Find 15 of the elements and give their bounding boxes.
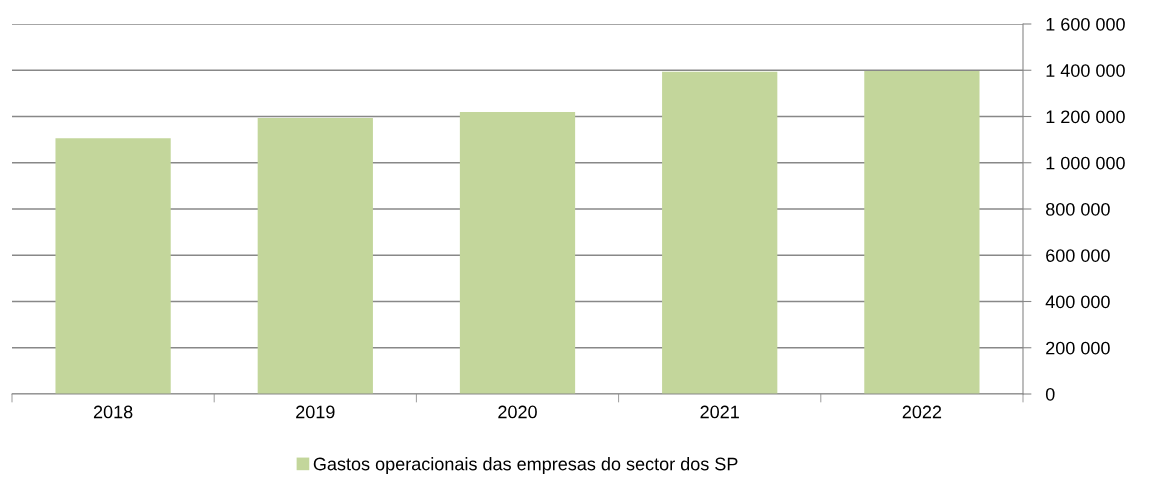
y-tick-label: 1 200 000: [1046, 110, 1125, 124]
y-tick-label: 1 000 000: [1046, 156, 1125, 170]
x-tick-label: 2019: [296, 405, 335, 419]
y-tick-label: 1 400 000: [1046, 64, 1125, 77]
y-tick-label: 1 600 000: [1046, 17, 1125, 31]
y-tick-label: 200 000: [1046, 341, 1110, 355]
y-tick-label: 400 000: [1045, 295, 1110, 309]
y-tick-label: 0: [1045, 387, 1055, 401]
x-tick-label: 2018: [93, 405, 133, 419]
y-tick-label: 600 000: [1046, 249, 1110, 262]
x-tick-label: 2020: [498, 405, 537, 419]
x-tick-label: 2021: [700, 405, 739, 419]
y-tick-label: 800 000: [1046, 202, 1110, 216]
x-tick-label: 2022: [902, 405, 942, 419]
legend-label: Gastos operacionais das empresas do sector dos SP: [313, 457, 738, 474]
